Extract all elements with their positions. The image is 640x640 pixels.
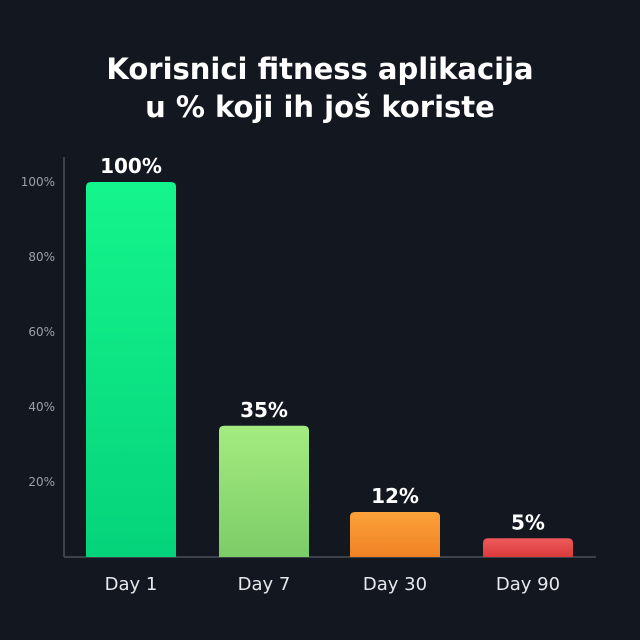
- title-line-1: Korisnici fitness aplikacija: [106, 52, 534, 86]
- title-line-2: u % koji ih još koriste: [145, 90, 495, 124]
- bar-day-7: [219, 425, 309, 557]
- bar-day-1: [86, 182, 176, 557]
- data-label: 100%: [100, 154, 162, 178]
- chart-title: Korisnici fitness aplikacija u % koji ih…: [0, 50, 640, 126]
- x-tick-label: Day 1: [105, 574, 158, 595]
- y-tick-label: 80%: [28, 250, 55, 264]
- data-label: 35%: [240, 398, 288, 422]
- data-label: 12%: [371, 484, 419, 508]
- data-label: 5%: [511, 510, 545, 534]
- x-tick-label: Day 7: [238, 574, 291, 595]
- x-tick-label: Day 30: [363, 574, 427, 595]
- y-tick-label: 20%: [28, 475, 55, 489]
- y-tick-label: 40%: [28, 400, 55, 414]
- bar-day-90: [483, 538, 573, 557]
- x-tick-label: Day 90: [496, 574, 560, 595]
- y-tick-label: 60%: [28, 325, 55, 339]
- bar-day-30: [350, 512, 440, 557]
- y-tick-label: 100%: [21, 175, 55, 189]
